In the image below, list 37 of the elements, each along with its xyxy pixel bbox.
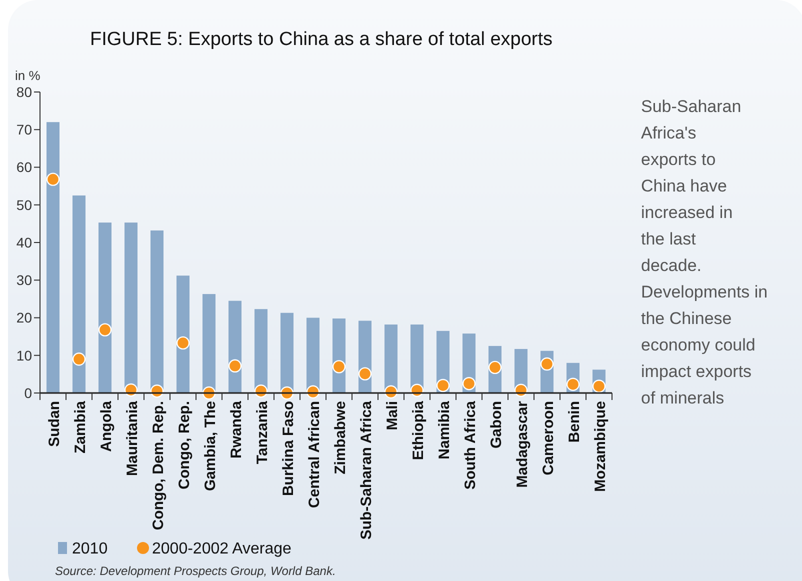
x-tick-label: Gabon <box>488 401 505 448</box>
text: Sub-Saharan Africa's exports to China have increased in the last decade. Developments in the Chinese economy could impact exports of minerals <box>641 97 768 408</box>
x-tick-label: Mauritania <box>124 400 141 476</box>
x-tick-label: Burkina Faso <box>280 401 297 496</box>
y-tick-label: 30 <box>16 272 32 288</box>
x-tick-label: Zimbabwe <box>332 401 349 474</box>
source-note: Source: Development Prospects Group, World Bank. <box>55 564 336 578</box>
x-tick-label: Gambia, The <box>202 401 219 492</box>
x-tick-label: Namibia <box>436 400 453 460</box>
x-tick-label: Rwanda <box>228 400 245 459</box>
x-tick-label: Tanzania <box>254 400 271 464</box>
x-tick-label: Central African <box>306 401 323 508</box>
y-tick-label: 10 <box>16 347 32 364</box>
legend-label: 2010 <box>72 540 108 558</box>
x-tick-label: Mali <box>384 401 401 430</box>
x-tick-label: Ethiopia <box>410 400 427 460</box>
x-tick-label: Congo, Rep. <box>176 401 193 490</box>
x-tick-label: Sudan <box>46 401 63 447</box>
y-tick-label: 70 <box>16 122 32 138</box>
y-tick-label: 50 <box>16 196 32 213</box>
y-tick-label: 60 <box>16 159 32 176</box>
x-tick-label: Sub-Saharan Africa <box>358 400 375 540</box>
x-tick-label: South Africa <box>462 400 479 490</box>
x-tick-label: Congo, Dem. Rep. <box>150 401 167 530</box>
y-axis-title: in % <box>15 68 41 83</box>
x-tick-label: Zambia <box>72 400 89 454</box>
y-tick-label: 40 <box>16 234 32 250</box>
x-tick-label: Cameroon <box>540 401 557 476</box>
x-tick-label: Benin <box>566 401 583 443</box>
x-tick-label: Angola <box>98 400 115 452</box>
chart-title: FIGURE 5: Exports to China as a share of total exports <box>90 29 553 50</box>
x-tick-label: Madagascar <box>514 400 531 488</box>
y-tick-label: 80 <box>16 84 32 100</box>
legend-label: 2000-2002 Average <box>152 540 292 558</box>
x-tick-label: Mozambique <box>592 401 609 492</box>
y-tick-label: 20 <box>16 310 32 326</box>
y-tick-label: 0 <box>24 384 32 401</box>
